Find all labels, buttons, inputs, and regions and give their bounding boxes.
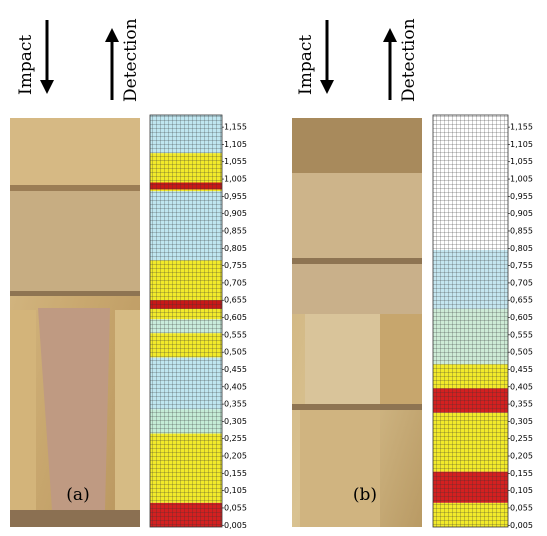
tick-label: 0,955 — [510, 192, 533, 201]
tick-label: 1,005 — [224, 175, 247, 184]
tick-label: 0,955 — [224, 192, 247, 201]
tick-label: 0,005 — [510, 521, 533, 530]
panel-label: (b) — [353, 485, 377, 505]
tick-label: 0,455 — [224, 365, 247, 374]
tick-label: 0,655 — [224, 296, 247, 305]
tick-label: 1,055 — [510, 157, 533, 166]
detection-label: Detection — [121, 18, 141, 102]
photo-b — [292, 118, 422, 527]
tick-label: 0,505 — [224, 348, 247, 357]
tick-label: 0,055 — [224, 503, 247, 512]
tick-label: 0,905 — [224, 209, 247, 218]
tick-label: 0,805 — [224, 244, 247, 253]
tick-label: 0,105 — [224, 486, 247, 495]
tick-label: 0,055 — [510, 503, 533, 512]
grid-overlay — [433, 115, 508, 527]
tick-label: 0,255 — [224, 434, 247, 443]
figure: 1,155 1,105 1,055 1,005 0,955 0,905 0,855 0,805… — [0, 0, 547, 536]
tick-label: 0,305 — [510, 417, 533, 426]
tick-label: 0,405 — [510, 382, 533, 391]
tick-label: 0,105 — [510, 486, 533, 495]
impact-label: Impact — [16, 35, 36, 95]
detection-label: Detection — [399, 18, 419, 102]
tick-label: 0,555 — [224, 330, 247, 339]
tick-label: 0,455 — [510, 365, 533, 374]
tick-label: 0,805 — [510, 244, 533, 253]
tick-label: 0,855 — [510, 226, 533, 235]
panel-label: (a) — [66, 485, 89, 505]
tick-label: 1,105 — [224, 140, 247, 149]
tick-label: 0,305 — [224, 417, 247, 426]
tick-label: 0,155 — [510, 469, 533, 478]
tick-label: 0,205 — [510, 452, 533, 461]
tick-label: 0,355 — [510, 400, 533, 409]
tick-label: 0,355 — [224, 400, 247, 409]
tick-label: 0,605 — [510, 313, 533, 322]
tick-label: 0,705 — [224, 278, 247, 287]
tick-label: 0,855 — [224, 226, 247, 235]
tick-label: 1,055 — [224, 157, 247, 166]
tick-label: 1,155 — [224, 123, 247, 132]
impact-label: Impact — [296, 35, 316, 95]
tick-label: 0,005 — [224, 521, 247, 530]
tick-label: 0,655 — [510, 296, 533, 305]
tick-label: 0,755 — [510, 261, 533, 270]
tick-label: 0,155 — [224, 469, 247, 478]
tick-label: 0,505 — [510, 348, 533, 357]
tick-label: 1,155 — [510, 123, 533, 132]
tick-label: 0,405 — [224, 382, 247, 391]
tick-label: 0,555 — [510, 330, 533, 339]
tick-label: 0,905 — [510, 209, 533, 218]
grid-overlay — [150, 115, 222, 527]
tick-label: 0,205 — [224, 452, 247, 461]
tick-label: 1,005 — [510, 175, 533, 184]
tick-label: 0,605 — [224, 313, 247, 322]
tick-label: 0,255 — [510, 434, 533, 443]
arrows — [40, 20, 397, 100]
photo-a — [10, 118, 140, 527]
tick-label: 1,105 — [510, 140, 533, 149]
tick-label: 0,755 — [224, 261, 247, 270]
tick-label: 0,705 — [510, 278, 533, 287]
